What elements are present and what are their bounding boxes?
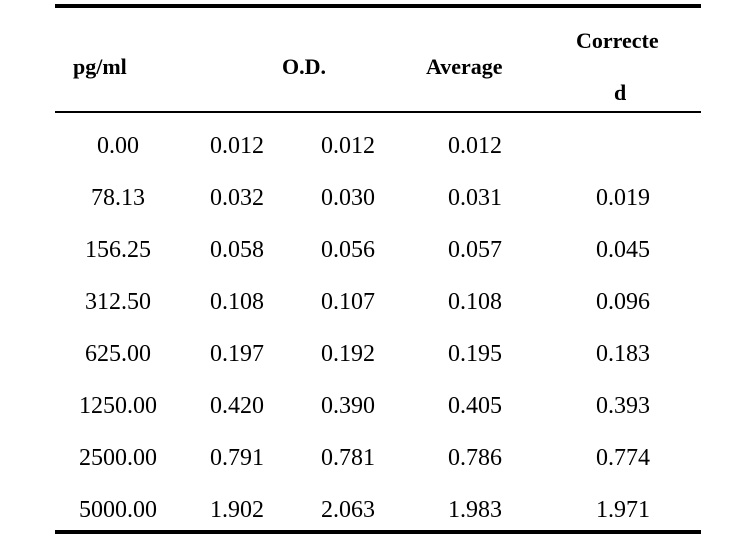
cell-od-1: 0.197: [210, 341, 264, 367]
table-bottom-rule: [55, 530, 701, 534]
cell-average: 0.031: [448, 185, 502, 211]
table-row: 1250.00 0.420 0.390 0.405 0.393: [0, 383, 750, 435]
cell-average: 0.195: [448, 341, 502, 367]
table-row: 625.00 0.197 0.192 0.195 0.183: [0, 331, 750, 383]
header-od: O.D.: [282, 54, 326, 79]
cell-average: 0.108: [448, 289, 502, 315]
cell-od-1: 0.032: [210, 185, 264, 211]
header-corrected-line2: d: [614, 80, 627, 105]
cell-concentration: 2500.00: [79, 445, 157, 471]
table-top-rule: [55, 4, 701, 8]
table-header-rule: [55, 111, 701, 113]
cell-corrected: 0.096: [596, 289, 650, 315]
cell-average: 1.983: [448, 497, 502, 523]
table-row: 156.25 0.058 0.056 0.057 0.045: [0, 227, 750, 279]
table-row: 78.13 0.032 0.030 0.031 0.019: [0, 175, 750, 227]
cell-od-2: 0.107: [321, 289, 375, 315]
cell-od-1: 0.791: [210, 445, 264, 471]
cell-od-1: 1.902: [210, 497, 264, 523]
cell-concentration: 312.50: [85, 289, 151, 315]
cell-concentration: 0.00: [97, 133, 139, 159]
cell-od-1: 0.420: [210, 393, 264, 419]
header-concentration: pg/ml: [73, 54, 127, 79]
cell-corrected: 0.183: [596, 341, 650, 367]
cell-od-2: 0.390: [321, 393, 375, 419]
cell-concentration: 78.13: [91, 185, 145, 211]
table-row: 312.50 0.108 0.107 0.108 0.096: [0, 279, 750, 331]
cell-od-1: 0.108: [210, 289, 264, 315]
cell-od-2: 0.056: [321, 237, 375, 263]
cell-corrected: 0.045: [596, 237, 650, 263]
cell-corrected: 0.774: [596, 445, 650, 471]
cell-concentration: 5000.00: [79, 497, 157, 523]
cell-od-2: 2.063: [321, 497, 375, 523]
cell-average: 0.012: [448, 133, 502, 159]
cell-od-1: 0.012: [210, 133, 264, 159]
cell-corrected: 0.019: [596, 185, 650, 211]
table-row: 5000.00 1.902 2.063 1.983 1.971: [0, 487, 750, 539]
header-average: Average: [426, 54, 503, 79]
cell-concentration: 625.00: [85, 341, 151, 367]
cell-corrected: 1.971: [596, 497, 650, 523]
cell-od-2: 0.030: [321, 185, 375, 211]
cell-average: 0.405: [448, 393, 502, 419]
cell-od-1: 0.058: [210, 237, 264, 263]
cell-average: 0.786: [448, 445, 502, 471]
table-row: 2500.00 0.791 0.781 0.786 0.774: [0, 435, 750, 487]
cell-corrected: 0.393: [596, 393, 650, 419]
table-body: 0.00 0.012 0.012 0.012 78.13 0.032 0.030 0.031 0…: [0, 123, 750, 539]
cell-concentration: 1250.00: [79, 393, 157, 419]
header-corrected-line1: Correcte: [576, 28, 659, 53]
cell-od-2: 0.192: [321, 341, 375, 367]
cell-od-2: 0.781: [321, 445, 375, 471]
table-row: 0.00 0.012 0.012 0.012: [0, 123, 750, 175]
cell-od-2: 0.012: [321, 133, 375, 159]
cell-average: 0.057: [448, 237, 502, 263]
cell-concentration: 156.25: [85, 237, 151, 263]
